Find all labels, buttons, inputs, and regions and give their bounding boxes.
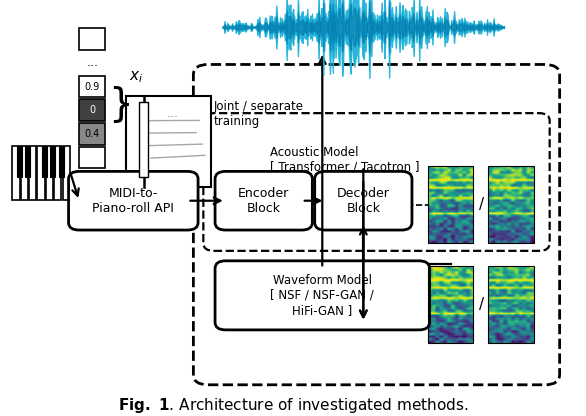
Bar	[79, 76, 105, 97]
Text: Decoder
Block: Decoder Block	[337, 187, 390, 215]
FancyBboxPatch shape	[315, 171, 412, 230]
Text: MIDI-to-
Piano-roll API: MIDI-to- Piano-roll API	[93, 187, 174, 215]
Text: ...: ...	[167, 107, 179, 121]
Bar	[488, 166, 534, 243]
Bar	[54, 146, 62, 200]
Bar	[79, 28, 105, 50]
Bar	[79, 99, 105, 121]
Bar	[12, 146, 19, 200]
Text: /: /	[479, 297, 483, 312]
Text: ...: ...	[86, 192, 98, 205]
FancyBboxPatch shape	[215, 261, 430, 330]
Bar	[17, 146, 22, 177]
Bar	[79, 123, 105, 145]
Text: $x_i$: $x_i$	[129, 69, 143, 85]
Bar	[139, 102, 148, 177]
Bar	[42, 146, 47, 177]
Text: Encoder
Block: Encoder Block	[238, 187, 289, 215]
Bar	[29, 146, 36, 200]
Text: 0: 0	[89, 105, 96, 115]
Text: Waveform Model
[ NSF / NSF-GAN /
HiFi-GAN ]: Waveform Model [ NSF / NSF-GAN / HiFi-GA…	[270, 274, 374, 317]
Text: Joint / separate
training: Joint / separate training	[214, 100, 304, 128]
Bar	[25, 146, 30, 177]
Bar	[21, 146, 28, 200]
Bar	[46, 146, 53, 200]
Text: }: }	[108, 85, 133, 123]
Bar	[428, 266, 473, 343]
Bar	[38, 146, 45, 200]
Text: /: /	[479, 197, 483, 213]
FancyBboxPatch shape	[69, 171, 198, 230]
Text: $\bf{Fig.\ 1}$. Architecture of investigated methods.: $\bf{Fig.\ 1}$. Architecture of investig…	[118, 396, 468, 415]
Bar	[428, 166, 473, 243]
Bar	[63, 146, 70, 200]
Bar	[50, 146, 56, 177]
Text: 0.9: 0.9	[84, 82, 100, 92]
Bar	[488, 266, 534, 343]
Text: ...: ...	[86, 56, 98, 69]
FancyBboxPatch shape	[215, 171, 312, 230]
Text: 0.4: 0.4	[84, 129, 100, 139]
Bar	[126, 96, 211, 187]
Text: Acoustic Model
[ Transformer / Tacotron ]: Acoustic Model [ Transformer / Tacotron …	[270, 146, 419, 173]
Bar	[59, 146, 64, 177]
Bar	[79, 147, 105, 168]
